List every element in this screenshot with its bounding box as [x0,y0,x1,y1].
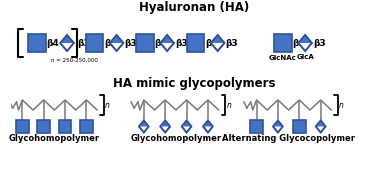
Bar [85,34,103,52]
Polygon shape [203,121,213,133]
Polygon shape [182,121,191,126]
Text: β3: β3 [313,39,325,48]
Bar [80,120,93,133]
Polygon shape [110,35,123,43]
Text: Alternating Glycocopolymer: Alternating Glycocopolymer [222,134,355,143]
Polygon shape [160,121,170,126]
Polygon shape [139,121,149,126]
Text: n: n [226,101,231,110]
Polygon shape [211,35,225,51]
Text: β3: β3 [225,39,238,48]
Polygon shape [298,35,312,43]
Text: β4: β4 [104,39,117,48]
Bar [293,120,305,133]
Text: GlcNAc: GlcNAc [269,55,297,61]
Polygon shape [60,35,74,43]
Bar [59,120,71,133]
Text: β3: β3 [124,39,137,48]
Polygon shape [160,35,174,43]
Text: β3: β3 [78,39,90,48]
Text: HA mimic glycopolymers: HA mimic glycopolymers [113,77,276,90]
Bar [250,120,263,133]
Bar [16,120,29,133]
Text: n = 250-250,000: n = 250-250,000 [51,58,98,63]
Bar [187,34,204,52]
Text: β4: β4 [205,39,218,48]
Polygon shape [316,121,325,126]
Bar [28,34,46,52]
Polygon shape [316,121,325,133]
Text: Glycohomopolymer: Glycohomopolymer [130,134,222,143]
Polygon shape [211,35,225,43]
Polygon shape [273,121,283,126]
Text: β3: β3 [175,39,187,48]
Bar [274,34,291,52]
Polygon shape [139,121,149,133]
Polygon shape [160,121,170,133]
Polygon shape [298,35,312,51]
Text: Glycohomopolymer: Glycohomopolymer [9,134,100,143]
Text: n: n [339,101,344,110]
Text: β4: β4 [293,39,305,48]
Bar [37,120,50,133]
Polygon shape [110,35,123,51]
Polygon shape [182,121,191,133]
Polygon shape [203,121,213,126]
Text: Hyaluronan (HA): Hyaluronan (HA) [139,1,249,14]
Text: β4: β4 [46,39,59,48]
Text: n: n [105,101,110,110]
Text: GlcA: GlcA [296,54,314,60]
Bar [136,34,153,52]
Polygon shape [60,35,74,51]
Text: β4: β4 [155,39,167,48]
Polygon shape [273,121,283,133]
Polygon shape [160,35,174,51]
